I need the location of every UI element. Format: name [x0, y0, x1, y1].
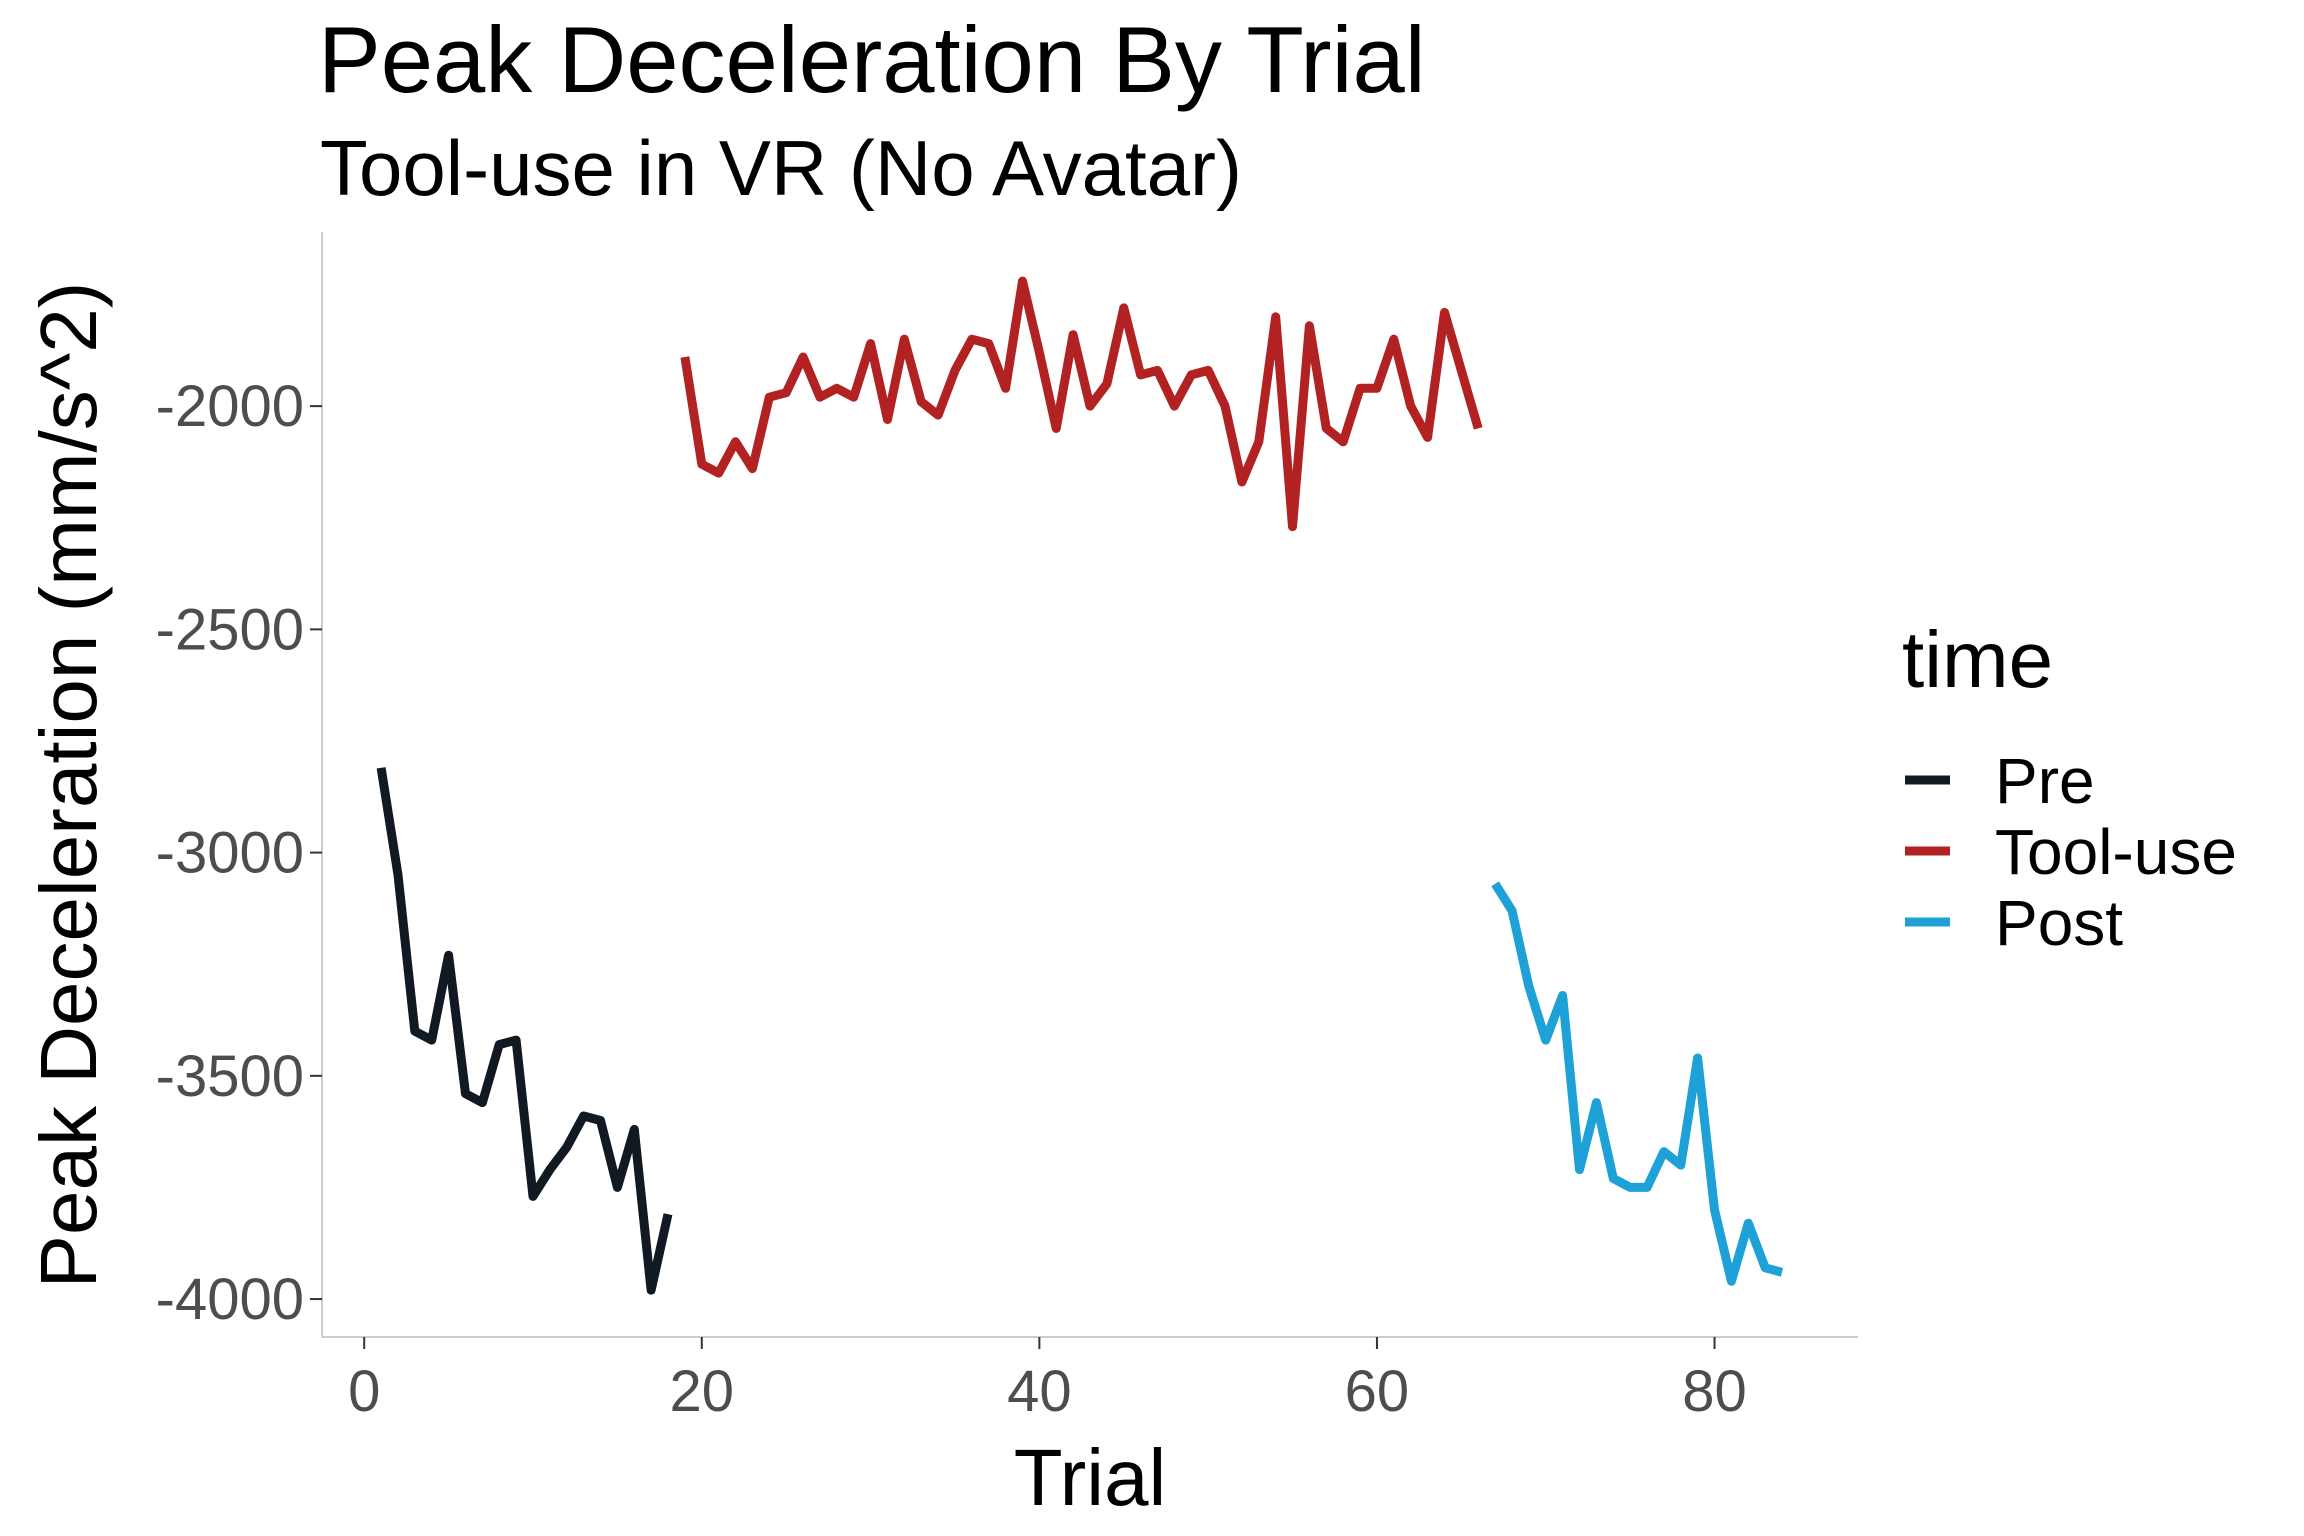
chart-title: Peak Deceleration By Trial [318, 7, 1426, 112]
y-tick-label: -2500 [156, 597, 304, 662]
y-axis-title: Peak Deceleration (mm/s^2) [24, 282, 113, 1289]
y-tick-label: -3000 [156, 821, 304, 886]
x-tick-label: 60 [1345, 1359, 1410, 1424]
series-line-pre [376, 767, 673, 1295]
axes [321, 232, 1858, 1338]
series-layer [376, 276, 1784, 1295]
y-tick-label: -3500 [156, 1044, 304, 1109]
ticks: 0 20 40 60 80 -4000 -3500 -3000 -2500 -2000 [156, 374, 1747, 1424]
chart-subtitle: Tool-use in VR (No Avatar) [320, 124, 1242, 212]
y-tick-label: -4000 [156, 1267, 304, 1332]
legend-title: time [1902, 615, 2053, 704]
legend-label-post: Post [1995, 887, 2123, 959]
x-tick-label: 0 [348, 1359, 380, 1424]
legend-label-tool-use: Tool-use [1995, 816, 2237, 888]
series-line-post [1491, 881, 1784, 1286]
x-tick-label: 80 [1682, 1359, 1747, 1424]
x-tick-label: 20 [670, 1359, 735, 1424]
x-axis-title: Trial [1014, 1433, 1167, 1522]
series-line-tool-use [680, 276, 1483, 532]
legend-label-pre: Pre [1995, 745, 2095, 817]
x-tick-label: 40 [1007, 1359, 1072, 1424]
y-tick-label: -2000 [156, 374, 304, 439]
